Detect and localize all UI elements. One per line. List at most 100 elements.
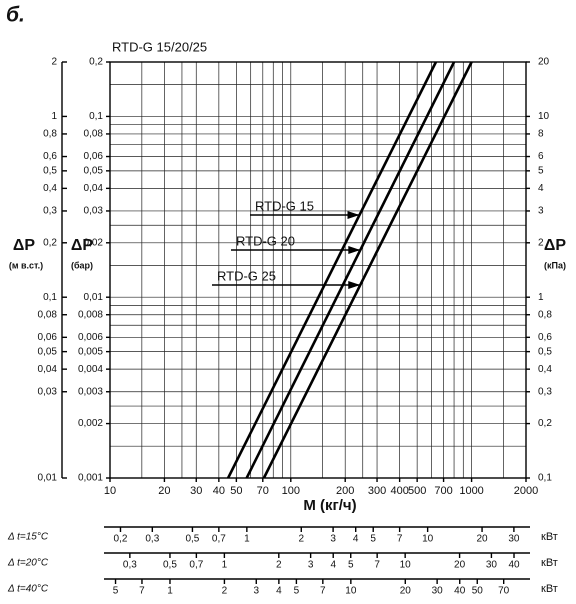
power-tick-label: 40 (454, 586, 466, 597)
power-scale-label: Δ t=40°C (7, 584, 49, 595)
power-tick-label: 4 (276, 586, 282, 597)
y-outer-tick-label: 0,08 (38, 309, 58, 320)
power-tick-label: 0,5 (185, 534, 199, 545)
power-tick-label: 10 (345, 586, 357, 597)
y-tick-label: 0,01 (84, 292, 104, 303)
x-tick-label: 100 (282, 485, 300, 497)
power-tick-label: 4 (330, 560, 336, 571)
power-tick-label: 1 (222, 560, 228, 571)
y2-unit: (кПа) (544, 260, 566, 270)
power-tick-label: 30 (432, 586, 444, 597)
y2-tick-label: 0,3 (538, 386, 552, 397)
power-tick-label: 0,5 (163, 560, 177, 571)
power-scale-unit: кВт (541, 583, 558, 595)
series-label: RTD-G 25 (217, 268, 276, 283)
y-tick-label: 0,02 (84, 237, 104, 248)
power-tick-label: 7 (374, 560, 380, 571)
y2-tick-label: 2 (538, 237, 544, 248)
power-scale-unit: кВт (541, 531, 558, 543)
power-tick-label: 30 (508, 534, 520, 545)
power-tick-label: 70 (498, 586, 510, 597)
x-tick-label: 1000 (459, 485, 483, 497)
y-outer-label: ΔP (13, 237, 36, 254)
y-tick-label: 0,004 (78, 364, 103, 375)
y-tick-label: 0,1 (89, 111, 103, 122)
y2-label: ΔP (544, 237, 567, 254)
power-tick-label: 10 (422, 534, 434, 545)
y2-tick-label: 5 (538, 165, 544, 176)
power-tick-label: 0,7 (212, 534, 226, 545)
power-tick-label: 7 (139, 586, 145, 597)
y-label: ΔP (71, 237, 94, 254)
power-tick-label: 0,2 (114, 534, 128, 545)
y2-tick-label: 0,2 (538, 418, 552, 429)
y2-tick-label: 0,6 (538, 332, 552, 343)
power-tick-label: 3 (330, 534, 336, 545)
y-outer-tick-label: 0,6 (43, 151, 57, 162)
power-tick-label: 10 (400, 560, 412, 571)
x-tick-label: 2000 (514, 485, 538, 497)
y2-tick-label: 0,5 (538, 346, 552, 357)
y2-tick-label: 3 (538, 206, 544, 217)
x-tick-label: 700 (434, 485, 452, 497)
power-tick-label: 2 (222, 586, 228, 597)
y2-tick-label: 0,1 (538, 473, 552, 484)
y2-tick-label: 0,4 (538, 364, 552, 375)
power-tick-label: 2 (276, 560, 282, 571)
y2-tick-label: 8 (538, 129, 544, 140)
annotation-arrow (348, 246, 361, 254)
power-tick-label: 4 (353, 534, 359, 545)
power-tick-label: 0,7 (189, 560, 203, 571)
y-tick-label: 0,006 (78, 332, 103, 343)
power-tick-label: 0,3 (123, 560, 137, 571)
panel-label: б. (6, 4, 25, 27)
x-tick-label: 400 (390, 485, 408, 497)
power-scale-label: Δ t=15°C (7, 532, 49, 543)
y-outer-tick-label: 0,8 (43, 129, 57, 140)
power-tick-label: 0,3 (145, 534, 159, 545)
x-tick-label: 200 (336, 485, 354, 497)
y-outer-tick-label: 0,4 (43, 183, 57, 194)
y-tick-label: 0,008 (78, 309, 103, 320)
x-axis-label: M (кг/ч) (303, 497, 356, 514)
y-outer-tick-label: 0,06 (38, 332, 58, 343)
y-outer-tick-label: 0,1 (43, 292, 57, 303)
annotation-arrow (348, 281, 361, 289)
power-scale-label: Δ t=20°C (7, 558, 49, 569)
y2-tick-label: 1 (538, 292, 544, 303)
x-tick-label: 30 (190, 485, 202, 497)
power-tick-label: 3 (253, 586, 259, 597)
annotation-arrow (347, 211, 360, 219)
power-scale-unit: кВт (541, 557, 558, 569)
power-tick-label: 3 (308, 560, 314, 571)
y-tick-label: 0,04 (84, 183, 104, 194)
y-tick-label: 0,03 (84, 206, 104, 217)
y-tick-label: 0,2 (89, 57, 103, 68)
series-label: RTD-G 15 (255, 198, 314, 213)
chart-title: RTD-G 15/20/25 (112, 39, 207, 54)
y-tick-label: 0,005 (78, 346, 103, 357)
power-tick-label: 20 (454, 560, 466, 571)
y-outer-tick-label: 0,04 (38, 364, 58, 375)
power-tick-label: 20 (400, 586, 412, 597)
x-tick-label: 500 (408, 485, 426, 497)
power-tick-label: 5 (348, 560, 354, 571)
series-line (245, 61, 456, 479)
y-tick-label: 0,06 (84, 151, 104, 162)
x-tick-label: 70 (257, 485, 269, 497)
y-tick-label: 0,002 (78, 418, 103, 429)
x-tick-label: 10 (104, 485, 116, 497)
power-tick-label: 7 (397, 534, 403, 545)
y-outer-tick-label: 0,03 (38, 386, 58, 397)
power-tick-label: 5 (370, 534, 376, 545)
power-tick-label: 40 (508, 560, 520, 571)
x-tick-label: 20 (158, 485, 170, 497)
y-outer-tick-label: 2 (51, 57, 57, 68)
y-outer-tick-label: 1 (51, 111, 57, 122)
y-tick-label: 0,05 (84, 165, 104, 176)
y2-tick-label: 4 (538, 183, 544, 194)
y-outer-tick-label: 0,2 (43, 237, 57, 248)
y2-tick-label: 10 (538, 111, 550, 122)
power-tick-label: 2 (298, 534, 304, 545)
